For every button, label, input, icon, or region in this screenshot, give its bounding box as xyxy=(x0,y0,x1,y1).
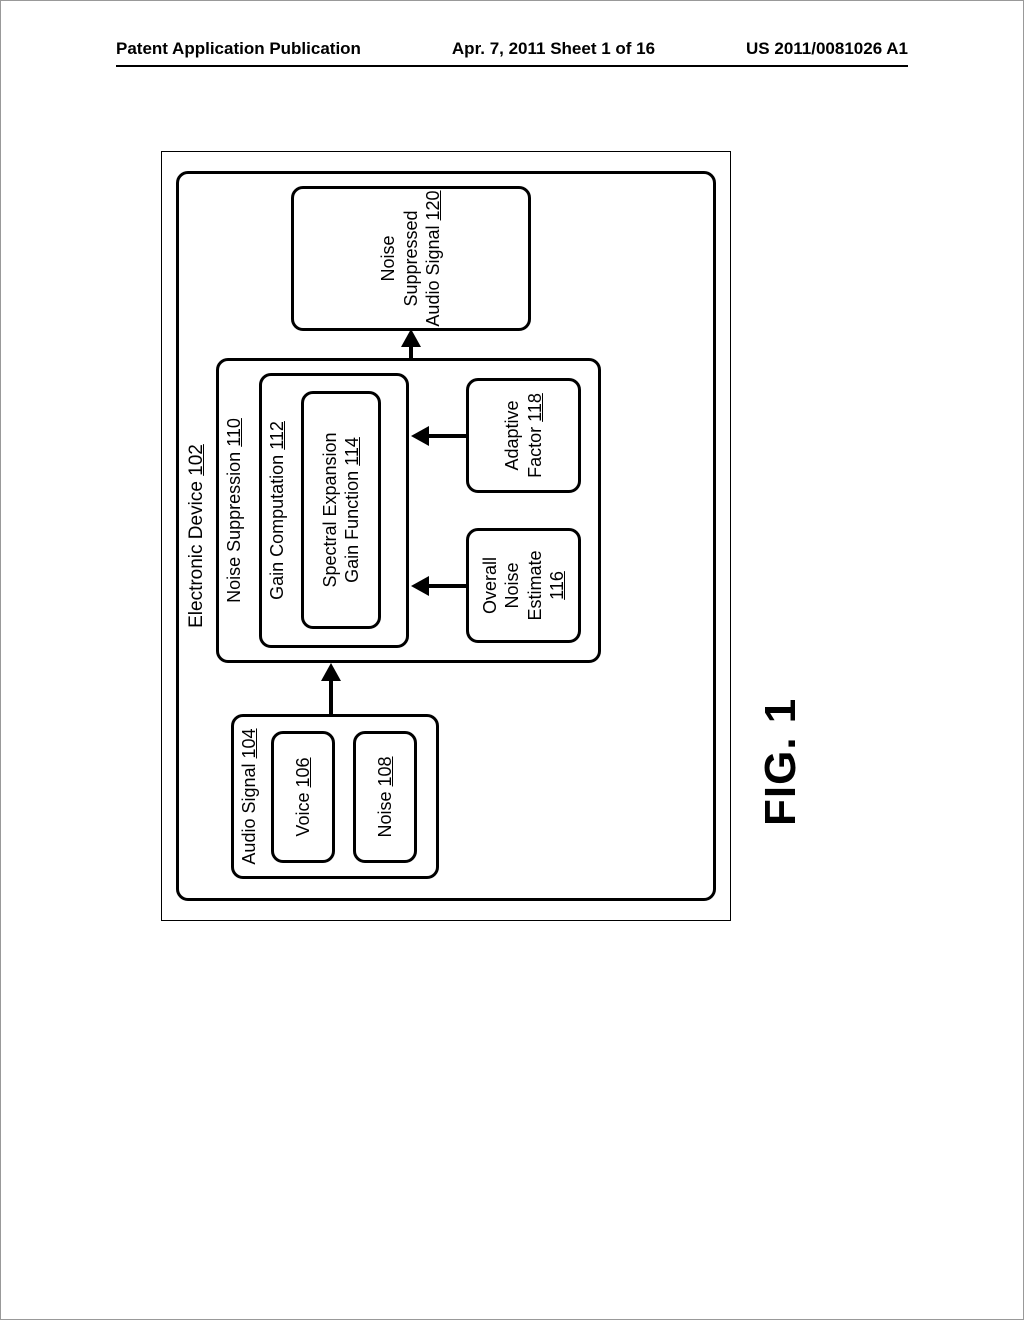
arrowhead-adaptive-to-gain xyxy=(411,426,429,446)
page-header: Patent Application Publication Apr. 7, 2… xyxy=(116,39,908,59)
block-overall-noise: Overall Noise Estimate 116 xyxy=(466,528,581,643)
noise-label: Noise 108 xyxy=(374,756,397,837)
figure-diagram: Electronic Device 102 Audio Signal 104 V… xyxy=(61,251,831,821)
arrowhead-noisesupp-to-output xyxy=(401,329,421,347)
output-label: Noise Suppressed Audio Signal 120 xyxy=(377,190,445,326)
noise-suppression-label: Noise Suppression 110 xyxy=(223,418,246,603)
electronic-device-label: Electronic Device 102 xyxy=(185,444,209,628)
voice-label: Voice 106 xyxy=(292,757,315,836)
block-output: Noise Suppressed Audio Signal 120 xyxy=(291,186,531,331)
audio-signal-label: Audio Signal 104 xyxy=(238,728,261,864)
adaptive-factor-label: Adaptive Factor 118 xyxy=(501,393,546,478)
page-frame: Patent Application Publication Apr. 7, 2… xyxy=(0,0,1024,1320)
block-spectral-expansion: Spectral Expansion Gain Function 114 xyxy=(301,391,381,629)
block-noise: Noise 108 xyxy=(353,731,417,863)
gain-computation-label: Gain Computation 112 xyxy=(266,421,289,600)
arrow-audio-to-noisesupp xyxy=(329,678,333,714)
header-right: US 2011/0081026 A1 xyxy=(746,39,908,59)
header-left: Patent Application Publication xyxy=(116,39,361,59)
diagram-content: Electronic Device 102 Audio Signal 104 V… xyxy=(161,151,731,921)
header-center: Apr. 7, 2011 Sheet 1 of 16 xyxy=(452,39,655,59)
arrow-adaptive-to-gain xyxy=(427,434,466,438)
figure-label: FIG. 1 xyxy=(756,698,806,826)
header-rule xyxy=(116,65,908,67)
arrowhead-overall-to-gain xyxy=(411,576,429,596)
arrowhead-audio-to-noisesupp xyxy=(321,663,341,681)
block-voice: Voice 106 xyxy=(271,731,335,863)
block-adaptive-factor: Adaptive Factor 118 xyxy=(466,378,581,493)
arrow-overall-to-gain xyxy=(427,584,466,588)
spectral-expansion-label: Spectral Expansion Gain Function 114 xyxy=(319,432,364,587)
overall-noise-label: Overall Noise Estimate 116 xyxy=(479,550,569,620)
